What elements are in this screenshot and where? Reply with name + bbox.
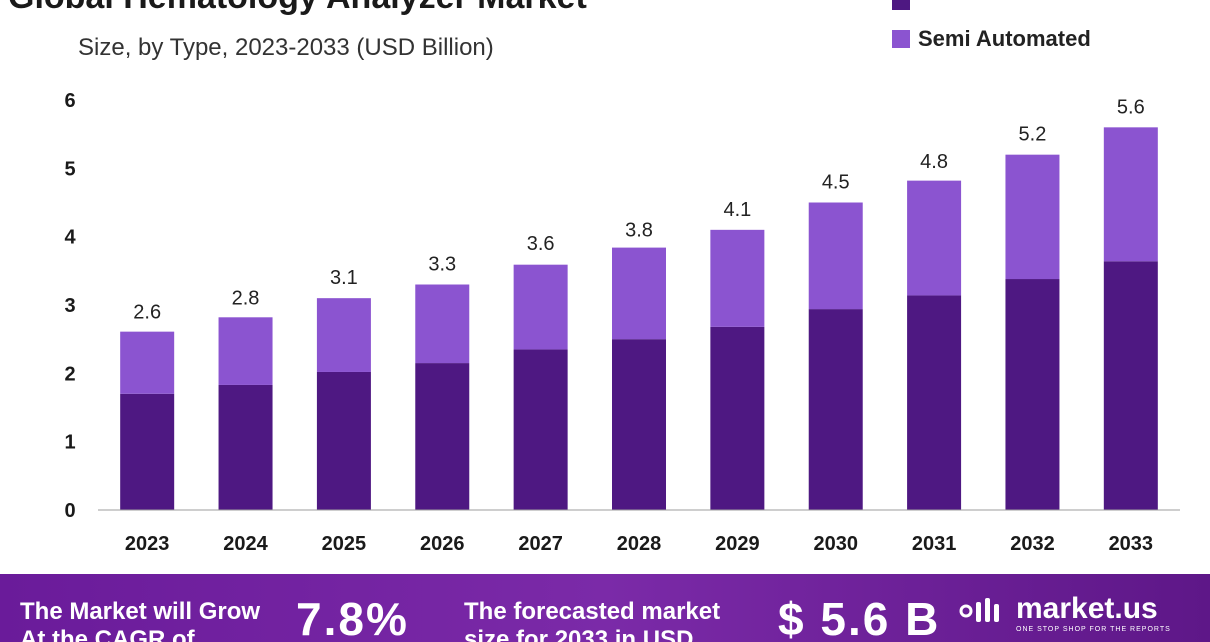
data-label-2028: 3.8 — [625, 219, 653, 241]
bar-2026-series-1 — [415, 363, 470, 510]
bars-group: 2.6 2.8 3.1 3.3 3.6 3.8 4.1 4.5 4.8 5.2 5.6 — [120, 96, 1158, 510]
forecast-value: $ 5.6 B — [778, 593, 941, 642]
bar-2023-series-2 — [120, 331, 175, 394]
x-tick-label: 2024 — [223, 533, 268, 555]
brand-text: market.us ONE STOP SHOP FOR THE REPORTS — [1016, 592, 1171, 634]
brand-tagline: ONE STOP SHOP FOR THE REPORTS — [1016, 626, 1171, 633]
bar-2025-series-1 — [316, 371, 371, 510]
legend-item-semi-automated: Semi Automated — [892, 24, 1091, 54]
bar-2032-series-1 — [1005, 279, 1060, 510]
x-tick-label: 2025 — [322, 533, 367, 555]
forecast-caption-line-1: The forecasted market — [464, 598, 721, 625]
cagr-caption: The Market will Grow At the CAGR of — [20, 598, 260, 642]
x-tick-label: 2029 — [715, 533, 760, 555]
bar-2032-series-2 — [1005, 154, 1060, 280]
stacked-bar-chart: 0 1 2 3 4 5 6 2.6 2.8 3.1 3.3 3.6 3.8 4.1 4.5 4.8 5.2 5.… — [64, 90, 1180, 555]
footer-banner: The Market will Grow At the CAGR of 7.8%… — [0, 574, 1210, 642]
y-tick-label: 4 — [64, 227, 76, 249]
cagr-value: 7.8% — [296, 593, 409, 642]
bar-2031-series-2 — [907, 180, 962, 296]
bar-2033-series-1 — [1103, 261, 1158, 510]
bar-2028-series-2 — [612, 247, 666, 340]
bar-2033-series-2 — [1103, 127, 1158, 262]
chart-subtitle: Size, by Type, 2023-2033 (USD Billion) — [78, 34, 494, 61]
legend-label-semi-automated: Semi Automated — [918, 26, 1091, 51]
x-tick-label: 2026 — [420, 533, 465, 555]
bar-2024-series-2 — [218, 317, 273, 385]
bar-2028-series-1 — [612, 339, 666, 510]
bar-2025-series-2 — [316, 298, 371, 372]
x-tick-label: 2030 — [813, 533, 858, 555]
data-label-2033: 5.6 — [1117, 96, 1145, 118]
bar-2029-series-2 — [710, 229, 765, 327]
x-tick-label: 2032 — [1010, 533, 1055, 555]
bar-2027-series-1 — [513, 349, 568, 510]
chart-legend: Semi Automated — [892, 0, 1091, 62]
x-tick-label: 2027 — [518, 533, 563, 555]
bar-2023-series-1 — [120, 393, 175, 510]
y-tick-label: 0 — [64, 500, 75, 522]
data-label-2024: 2.8 — [232, 288, 260, 310]
data-label-2023: 2.6 — [133, 301, 161, 323]
bar-2030-series-1 — [808, 309, 863, 510]
bar-2027-series-2 — [513, 264, 568, 350]
forecast-caption: The forecasted market size for 2033 in U… — [464, 598, 720, 642]
data-label-2029: 4.1 — [723, 199, 751, 221]
brand-logo[interactable]: market.us ONE STOP SHOP FOR THE REPORTS — [958, 594, 1171, 633]
y-tick-label: 2 — [64, 363, 75, 385]
bar-2031-series-1 — [907, 295, 962, 510]
data-label-2031: 4.8 — [920, 151, 948, 173]
x-tick-label: 2028 — [617, 533, 662, 555]
bar-2030-series-2 — [808, 202, 863, 310]
data-label-2032: 5.2 — [1019, 124, 1047, 146]
y-tick-label: 3 — [64, 295, 75, 317]
x-tick-label: 2033 — [1109, 533, 1154, 555]
bar-2029-series-1 — [710, 326, 765, 510]
cagr-caption-line-1: The Market will Grow — [20, 598, 261, 625]
data-label-2026: 3.3 — [428, 254, 456, 276]
legend-item-series-1 — [892, 0, 1091, 16]
cagr-caption-line-2: At the CAGR of — [20, 626, 195, 642]
legend-swatch-semi-automated — [892, 30, 910, 48]
x-axis: 2023 2024 2025 2026 2027 2028 2029 2030 2031 2032… — [98, 509, 1180, 555]
x-tick-label: 2031 — [912, 533, 957, 555]
y-axis: 0 1 2 3 4 5 6 — [64, 90, 76, 522]
y-tick-label: 5 — [64, 158, 75, 180]
brand-name: market.us — [1016, 592, 1158, 625]
y-tick-label: 6 — [64, 90, 75, 112]
market-us-logo-icon — [959, 598, 999, 622]
y-tick-label: 1 — [64, 432, 75, 454]
forecast-caption-line-2: size for 2033 in USD — [464, 626, 694, 642]
chart-title: Global Hematology Analyzer Market — [8, 0, 587, 17]
bar-2024-series-1 — [218, 384, 273, 510]
data-label-2025: 3.1 — [330, 267, 358, 289]
x-tick-label: 2023 — [125, 533, 170, 555]
data-label-2030: 4.5 — [822, 172, 850, 194]
data-label-2027: 3.6 — [527, 233, 555, 255]
bar-2026-series-2 — [415, 284, 470, 364]
legend-swatch-series-1 — [892, 0, 910, 10]
